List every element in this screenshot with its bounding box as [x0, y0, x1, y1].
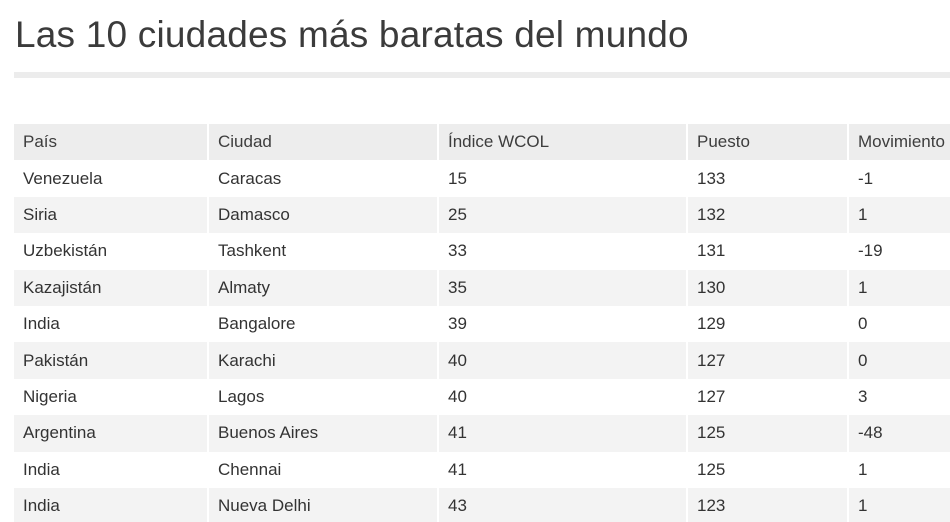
cell-pais: Siria — [14, 196, 209, 234]
cell-puesto: 123 — [687, 487, 849, 522]
header-row: País Ciudad Índice WCOL Puesto Movimient… — [14, 124, 950, 161]
cell-ciudad: Bangalore — [208, 305, 439, 343]
cell-movimiento: 0 — [848, 342, 950, 379]
cell-movimiento: 1 — [848, 487, 950, 522]
cell-indice: 15 — [438, 160, 688, 197]
cell-movimiento: 1 — [848, 196, 950, 234]
cell-movimiento: 1 — [848, 451, 950, 488]
cell-pais: India — [14, 487, 209, 522]
cell-puesto: 133 — [687, 160, 849, 197]
table-row: Uzbekistán Tashkent 33 131 -19 — [14, 233, 950, 270]
cell-pais: Uzbekistán — [14, 233, 209, 270]
cell-movimiento: 0 — [848, 305, 950, 343]
table-header: País Ciudad Índice WCOL Puesto Movimient… — [14, 124, 950, 161]
table-row: India Chennai 41 125 1 — [14, 451, 950, 488]
cell-puesto: 127 — [687, 342, 849, 379]
cell-pais: Kazajistán — [14, 269, 209, 306]
cell-ciudad: Damasco — [208, 196, 439, 234]
cell-ciudad: Nueva Delhi — [208, 487, 439, 522]
cell-ciudad: Chennai — [208, 451, 439, 488]
header-puesto: Puesto — [687, 124, 849, 161]
cell-pais: Nigeria — [14, 378, 209, 416]
title-divider — [14, 72, 950, 78]
cell-movimiento: -1 — [848, 160, 950, 197]
cell-movimiento: -48 — [848, 415, 950, 452]
cell-ciudad: Almaty — [208, 269, 439, 306]
table-row: Siria Damasco 25 132 1 — [14, 196, 950, 234]
table-row: Venezuela Caracas 15 133 -1 — [14, 160, 950, 197]
table-row: Pakistán Karachi 40 127 0 — [14, 342, 950, 379]
cell-indice: 43 — [438, 487, 688, 522]
cell-puesto: 125 — [687, 415, 849, 452]
cell-indice: 35 — [438, 269, 688, 306]
cell-puesto: 125 — [687, 451, 849, 488]
table-row: Argentina Buenos Aires 41 125 -48 — [14, 415, 950, 452]
cell-pais: India — [14, 451, 209, 488]
cell-pais: India — [14, 305, 209, 343]
cell-pais: Argentina — [14, 415, 209, 452]
cities-table: País Ciudad Índice WCOL Puesto Movimient… — [14, 124, 950, 522]
cities-table-container: País Ciudad Índice WCOL Puesto Movimient… — [14, 124, 950, 522]
header-movimiento: Movimiento — [848, 124, 950, 161]
table-row: Kazajistán Almaty 35 130 1 — [14, 269, 950, 306]
table-body: Venezuela Caracas 15 133 -1 Siria Damasc… — [14, 160, 950, 522]
cell-ciudad: Buenos Aires — [208, 415, 439, 452]
cell-indice: 33 — [438, 233, 688, 270]
page-title: Las 10 ciudades más baratas del mundo — [15, 14, 689, 55]
cell-puesto: 132 — [687, 196, 849, 234]
cell-pais: Pakistán — [14, 342, 209, 379]
cell-puesto: 129 — [687, 305, 849, 343]
cell-puesto: 130 — [687, 269, 849, 306]
table-row: India Nueva Delhi 43 123 1 — [14, 487, 950, 522]
cell-ciudad: Lagos — [208, 378, 439, 416]
header-ciudad: Ciudad — [208, 124, 439, 161]
table-row: Nigeria Lagos 40 127 3 — [14, 378, 950, 416]
cell-indice: 41 — [438, 451, 688, 488]
cell-movimiento: 1 — [848, 269, 950, 306]
cell-pais: Venezuela — [14, 160, 209, 197]
table-row: India Bangalore 39 129 0 — [14, 305, 950, 343]
cell-indice: 41 — [438, 415, 688, 452]
cell-indice: 25 — [438, 196, 688, 234]
cell-movimiento: 3 — [848, 378, 950, 416]
cell-ciudad: Karachi — [208, 342, 439, 379]
cell-movimiento: -19 — [848, 233, 950, 270]
cell-ciudad: Tashkent — [208, 233, 439, 270]
cell-ciudad: Caracas — [208, 160, 439, 197]
header-pais: País — [14, 124, 209, 161]
cell-indice: 40 — [438, 342, 688, 379]
cell-indice: 40 — [438, 378, 688, 416]
cell-puesto: 131 — [687, 233, 849, 270]
cell-puesto: 127 — [687, 378, 849, 416]
header-indice-wcol: Índice WCOL — [438, 124, 688, 161]
cell-indice: 39 — [438, 305, 688, 343]
